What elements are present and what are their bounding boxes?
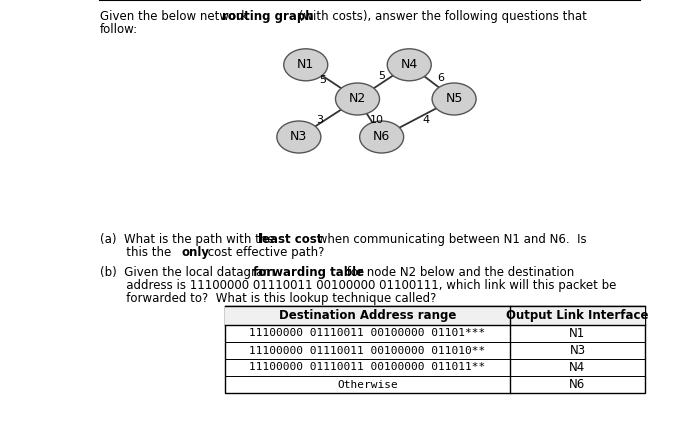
Text: N6: N6 (569, 378, 586, 391)
Text: 5: 5 (319, 75, 327, 85)
Text: 6: 6 (437, 73, 444, 83)
Text: 4: 4 (423, 115, 430, 125)
Text: routing graph: routing graph (223, 10, 314, 23)
Bar (225, 306, 645, 393)
Text: cost effective path?: cost effective path? (204, 246, 324, 259)
Text: N6: N6 (373, 131, 390, 144)
Text: Otherwise: Otherwise (337, 379, 398, 389)
Text: N5: N5 (446, 92, 463, 106)
Text: N3: N3 (569, 344, 585, 357)
Text: 11100000 01110011 00100000 011010**: 11100000 01110011 00100000 011010** (249, 346, 486, 356)
Text: N3: N3 (290, 131, 307, 144)
Ellipse shape (432, 83, 476, 115)
Text: 11100000 01110011 00100000 01101***: 11100000 01110011 00100000 01101*** (249, 328, 486, 339)
Text: (b)  Given the local datagram: (b) Given the local datagram (100, 266, 278, 279)
Ellipse shape (387, 49, 431, 81)
Text: when communicating between N1 and N6.  Is: when communicating between N1 and N6. Is (314, 233, 587, 246)
Ellipse shape (359, 121, 404, 153)
Text: Destination Address range: Destination Address range (278, 309, 456, 322)
Ellipse shape (277, 121, 321, 153)
Text: N1: N1 (569, 327, 586, 340)
Ellipse shape (284, 49, 328, 81)
Text: N4: N4 (401, 58, 418, 71)
Text: least cost: least cost (258, 233, 323, 246)
Text: Given the below network: Given the below network (100, 10, 252, 23)
Text: Output Link Interface: Output Link Interface (507, 309, 649, 322)
Text: for node N2 below and the destination: for node N2 below and the destination (343, 266, 574, 279)
Text: 10: 10 (370, 115, 384, 125)
Text: only: only (182, 246, 209, 259)
Text: N1: N1 (297, 58, 314, 71)
Text: this the: this the (100, 246, 175, 259)
Text: (a)  What is the path with the: (a) What is the path with the (100, 233, 278, 246)
Text: 5: 5 (378, 71, 385, 81)
Text: 11100000 01110011 00100000 011011**: 11100000 01110011 00100000 011011** (249, 363, 486, 372)
Text: N2: N2 (349, 92, 366, 106)
Text: forwarding table: forwarding table (253, 266, 364, 279)
Text: (with costs), answer the following questions that: (with costs), answer the following quest… (295, 10, 587, 23)
Text: address is 11100000 01110011 00100000 01100111, which link will this packet be: address is 11100000 01110011 00100000 01… (100, 279, 616, 292)
Text: forwarded to?  What is this lookup technique called?: forwarded to? What is this lookup techni… (100, 292, 437, 305)
Text: follow:: follow: (100, 23, 138, 36)
Ellipse shape (336, 83, 379, 115)
Text: 3: 3 (316, 115, 323, 125)
Bar (225, 306, 645, 325)
Text: N4: N4 (569, 361, 586, 374)
